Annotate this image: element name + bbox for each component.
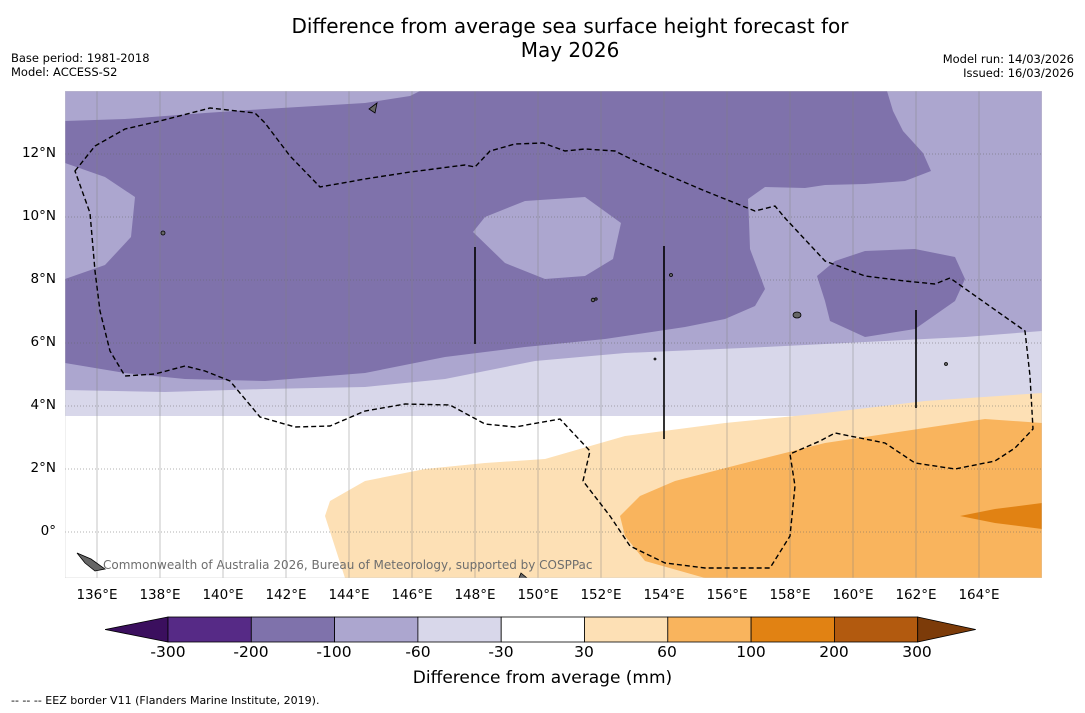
lat-label-0: 0° [40, 523, 56, 539]
lon-label-160e: 160°E [832, 587, 874, 603]
colorbar-tick-200: 200 [819, 643, 849, 661]
colorbar-extend-low [105, 616, 169, 643]
colorbar-segment [417, 616, 502, 643]
colorbar-title: Difference from average (mm) [412, 668, 673, 688]
colorbar-segment [667, 616, 752, 643]
colorbar-segment [500, 616, 585, 643]
colorbar-tick-minus-200: -200 [233, 643, 269, 661]
lon-label-156e: 156°E [706, 587, 748, 603]
lat-label-6n: 6°N [30, 334, 56, 350]
division-lines [474, 246, 917, 439]
colorbar-tick-minus-300: -300 [150, 643, 186, 661]
lon-label-164e: 164°E [958, 587, 1000, 603]
lat-label-12n: 12°N [21, 145, 56, 161]
colorbar-tick-minus-30: -30 [488, 643, 514, 661]
model-run: Model run: 14/03/2026 [942, 52, 1074, 66]
colorbar-tick-100: 100 [736, 643, 766, 661]
base-period: Base period: 1981-2018 [11, 51, 150, 65]
colorbar-tick-minus-60: -60 [405, 643, 431, 661]
lat-label-2n: 2°N [30, 460, 56, 476]
eez-border [74, 107, 1034, 569]
credit-text: Commonwealth of Australia 2026, Bureau o… [103, 558, 593, 572]
lon-gridlines [96, 91, 980, 578]
colorbar-segment [250, 616, 336, 643]
title-line-1: Difference from average sea surface heig… [291, 14, 849, 38]
sea-height-map [65, 91, 1042, 578]
colorbar-segment [334, 616, 419, 643]
lon-label-158e: 158°E [769, 587, 811, 603]
issued-date: Issued: 16/03/2026 [963, 66, 1074, 80]
title-line-2: May 2026 [520, 38, 620, 62]
band-minus-100-east [817, 249, 965, 337]
lon-label-142e: 142°E [265, 587, 307, 603]
meta-left: Base period: 1981-2018 Model: ACCESS-S2 [11, 51, 150, 79]
lat-label-4n: 4°N [30, 397, 56, 413]
islands [76, 102, 948, 578]
band-plus-100 [960, 503, 1042, 529]
lon-label-162e: 162°E [895, 587, 937, 603]
lon-label-152e: 152°E [580, 587, 622, 603]
model-name: Model: ACCESS-S2 [11, 65, 118, 79]
colorbar-extend-high [917, 616, 976, 643]
band-minus-60-pocket [473, 197, 621, 279]
colorbar-tick-60: 60 [657, 643, 677, 661]
lon-label-154e: 154°E [643, 587, 685, 603]
lon-label-136e: 136°E [76, 587, 118, 603]
colorbar [105, 616, 976, 643]
colorbar-tick-300: 300 [902, 643, 932, 661]
lat-label-8n: 8°N [30, 271, 56, 287]
colorbar-segment [750, 616, 835, 643]
colorbar-segment [167, 616, 252, 643]
lon-label-144e: 144°E [328, 587, 370, 603]
colorbar-segment [584, 616, 669, 643]
lon-label-148e: 148°E [454, 587, 496, 603]
colorbar-segments [105, 616, 976, 643]
band-plus-60 [620, 419, 1042, 578]
lon-label-138e: 138°E [139, 587, 181, 603]
lon-label-140e: 140°E [202, 587, 244, 603]
map-title: Difference from average sea surface heig… [0, 14, 1085, 62]
colorbar-segment [834, 616, 919, 643]
colorbar-tick-minus-100: -100 [316, 643, 352, 661]
lon-label-150e: 150°E [517, 587, 559, 603]
lat-label-10n: 10°N [21, 208, 56, 224]
colorbar-tick-30: 30 [574, 643, 594, 661]
eez-legend: -- -- -- EEZ border V11 (Flanders Marine… [11, 694, 320, 707]
lat-gridlines [65, 153, 1042, 533]
meta-right: Model run: 14/03/2026 Issued: 16/03/2026 [943, 52, 1074, 80]
lon-label-146e: 146°E [391, 587, 433, 603]
